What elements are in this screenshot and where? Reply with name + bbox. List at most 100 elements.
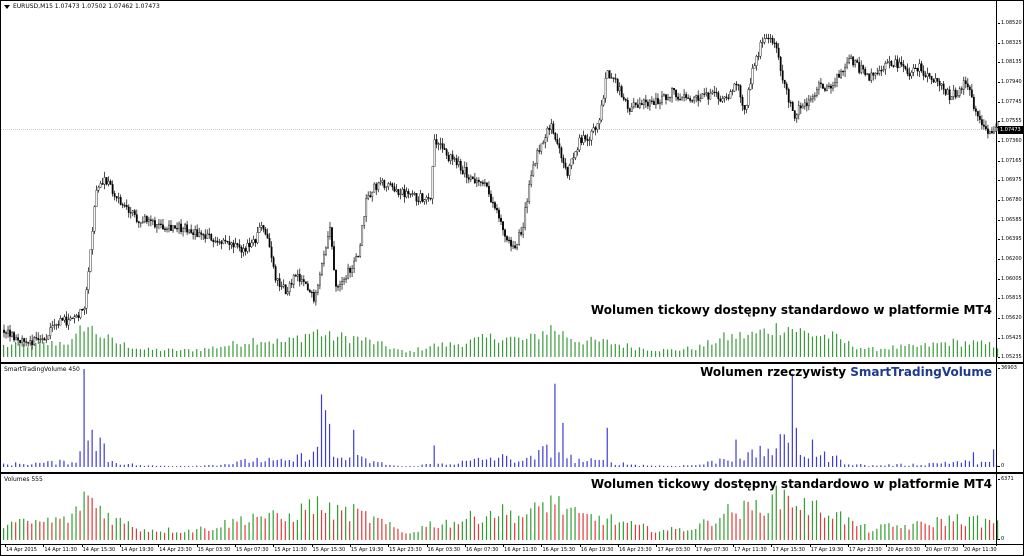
tick-volume-bar xyxy=(409,350,411,357)
tick-volume-bar xyxy=(63,344,65,357)
candle-body xyxy=(486,182,488,187)
candle-body xyxy=(182,228,184,232)
tick-volume-bar xyxy=(687,346,689,357)
volume-bar xyxy=(288,513,290,540)
candle-body xyxy=(735,83,738,86)
price-scale[interactable]: 1.08520 1.08325 1.08135 1.07940 1.07745 1.075… xyxy=(998,1,1023,362)
time-axis-tick xyxy=(579,545,581,547)
volume-bar xyxy=(461,521,463,540)
candle-body xyxy=(463,167,466,174)
real-volume-bar xyxy=(71,462,73,467)
price-scale-tick xyxy=(998,121,1000,123)
smart-scale-max: 36903 xyxy=(1001,365,1017,371)
candle-body xyxy=(272,257,275,267)
tick-volume-bar xyxy=(320,336,323,357)
volume-bar xyxy=(763,515,765,540)
price-pane[interactable]: EURUSD,M15 1.07473 1.07502 1.07462 1.074… xyxy=(1,1,1023,362)
real-volume-bar xyxy=(31,464,33,467)
candle-body xyxy=(174,225,176,229)
candle-body xyxy=(314,292,317,302)
real-volume-bar xyxy=(924,465,926,467)
smart-volume-pane[interactable]: SmartTradingVolume 450 Wolumen rzeczywis… xyxy=(1,364,1023,472)
real-volume-bar xyxy=(172,466,174,467)
tick-volume-bar xyxy=(123,342,125,357)
volume-bar xyxy=(413,532,415,540)
candle-body xyxy=(878,70,881,74)
volume-bar xyxy=(912,523,914,540)
candle-body xyxy=(717,92,720,100)
symbol-title[interactable]: EURUSD,M15 1.07473 1.07502 1.07462 1.074… xyxy=(4,3,160,10)
volume-bar xyxy=(393,527,395,540)
tick-volume-bar xyxy=(795,331,797,357)
tick-volume-bar xyxy=(763,328,765,357)
candle-body xyxy=(63,316,66,321)
candle-body xyxy=(131,210,134,213)
candle-body xyxy=(449,154,452,162)
pane-separator[interactable] xyxy=(1,362,1023,364)
candle-body xyxy=(280,285,283,288)
volumes-scale[interactable]: 6371 0 xyxy=(998,474,1023,546)
volume-bar xyxy=(453,521,455,540)
candle-body xyxy=(594,127,597,130)
price-plot-area[interactable]: EURUSD,M15 1.07473 1.07502 1.07462 1.074… xyxy=(1,1,999,362)
real-volume-bar xyxy=(159,465,162,467)
candle-body xyxy=(343,279,345,282)
smart-volume-scale[interactable]: 36903 0 xyxy=(998,364,1023,472)
candle-body xyxy=(11,332,13,337)
tick-volume-bar xyxy=(473,337,476,357)
tick-volume-bar xyxy=(200,351,202,357)
smart-volume-plot[interactable]: SmartTradingVolume 450 Wolumen rzeczywis… xyxy=(1,364,999,472)
tick-volume-bar xyxy=(244,343,246,357)
candle-body xyxy=(508,239,510,242)
candle-body xyxy=(644,99,647,103)
real-volume-bar xyxy=(699,464,701,467)
volume-bar xyxy=(542,502,544,540)
real-volume-bar xyxy=(397,465,399,467)
candle-body xyxy=(638,103,641,108)
candle-body xyxy=(284,284,287,295)
candle-body xyxy=(242,248,245,253)
candle-body xyxy=(405,191,408,198)
volumes-plot[interactable]: Volumes 555 Wolumen tickowy dostępny sta… xyxy=(1,474,999,546)
candle-body xyxy=(204,234,207,239)
volume-bar xyxy=(840,511,842,540)
volumes-pane[interactable]: Volumes 555 Wolumen tickowy dostępny sta… xyxy=(1,474,1023,546)
time-axis[interactable]: 14 Apr 2015 14 Apr 11:30 14 Apr 15:30 14 Ap… xyxy=(1,544,1023,555)
candle-body xyxy=(872,72,875,76)
candle-body xyxy=(697,95,700,101)
real-volume-bar xyxy=(522,460,524,467)
tick-volume-bar xyxy=(904,345,906,357)
candle-body xyxy=(29,340,32,344)
candle-body xyxy=(383,180,386,188)
volume-bar xyxy=(502,504,504,540)
real-volume-bar xyxy=(163,465,166,467)
tick-volume-bar xyxy=(590,336,592,357)
candle-body xyxy=(584,135,587,140)
candle-body xyxy=(687,97,690,99)
menu-arrow-icon[interactable] xyxy=(4,4,10,9)
time-axis-label: 14 Apr 23:30 xyxy=(159,547,192,553)
time-axis-tick xyxy=(618,545,620,547)
candle-body xyxy=(371,191,374,198)
volume-bar xyxy=(131,527,133,540)
volume-bar xyxy=(920,521,922,540)
tick-volume-bar xyxy=(856,349,858,357)
real-volume-bar xyxy=(638,466,641,467)
candle-body xyxy=(636,104,639,108)
tick-volume-bar xyxy=(99,337,101,357)
candle-body xyxy=(97,187,100,191)
candle-body xyxy=(570,158,573,166)
pane-separator[interactable] xyxy=(1,472,1023,474)
price-chart[interactable] xyxy=(1,1,999,362)
volume-bar xyxy=(67,522,69,540)
volume-bar xyxy=(252,513,254,540)
candle-body xyxy=(325,247,327,255)
real-volume-bar xyxy=(848,464,850,467)
volume-bar xyxy=(280,518,282,540)
tick-volume-bar xyxy=(240,346,242,357)
candle-body xyxy=(528,184,531,202)
candle-body xyxy=(743,105,746,110)
volume-bar xyxy=(75,506,77,540)
tick-volume-bar xyxy=(324,335,327,357)
time-axis-label: 16 Apr 03:30 xyxy=(427,547,461,553)
